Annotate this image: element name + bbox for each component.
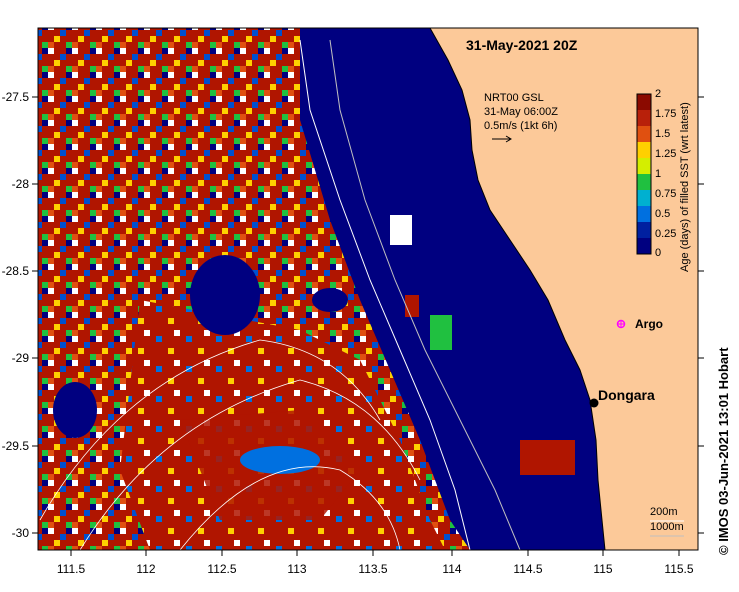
isobath-legend-200m: 200m	[650, 506, 678, 518]
current-legend-line3: 0.5m/s (1kt 6h)	[484, 120, 557, 132]
x-tick-label: 112	[136, 562, 155, 576]
x-tick-label: 115	[593, 562, 612, 576]
isobath-200m	[299, 39, 471, 550]
y-tick-label: -30	[12, 526, 30, 540]
y-tick-label: -28.5	[2, 264, 30, 278]
colorbar: 2 1.75 1.5 1.25 1 0.75 0.5 0.25 0 Age (d…	[636, 88, 691, 272]
y-tick-label: -28	[12, 177, 30, 191]
x-tick-label: 111.5	[57, 562, 86, 576]
x-tick-label: 112.5	[207, 562, 236, 576]
credit-text: © IMOS 03-Jun-2021 13:01 Hobart	[716, 347, 731, 555]
y-tick-label: -29.5	[2, 439, 30, 453]
x-tick-label: 114	[442, 562, 461, 576]
map-title: 31-May-2021 20Z	[466, 37, 578, 53]
x-tick-label: 113	[287, 562, 306, 576]
land-mass	[430, 28, 698, 550]
colorbar-label: Age (days) of filled SST (wrt latest)	[679, 102, 691, 272]
argo-marker: Argo	[616, 317, 663, 331]
isobath-legend: 200m 1000m	[650, 506, 684, 537]
x-tick-label: 113.5	[358, 562, 387, 576]
colorbar-tick: 1.75	[655, 108, 676, 120]
colorbar-tick: 0.5	[655, 208, 670, 220]
y-axis: -27.5 -28 -28.5 -29 -29.5 -30	[2, 90, 704, 540]
colorbar-tick: 0	[655, 247, 661, 259]
colorbar-tick: 0.25	[655, 228, 676, 240]
dongara-marker: Dongara	[589, 387, 655, 408]
dongara-label: Dongara	[598, 387, 655, 403]
current-legend-line2: 31-May 06:00Z	[484, 106, 558, 118]
isobath-legend-1000m: 1000m	[650, 521, 684, 533]
town-dot-icon	[589, 398, 599, 408]
x-axis: 111.5 112 112.5 113 113.5 114 114.5 115 …	[57, 550, 694, 576]
colorbar-tick: 1.5	[655, 128, 670, 140]
x-tick-label: 114.5	[513, 562, 542, 576]
current-legend-line1: NRT00 GSL	[484, 92, 544, 104]
current-legend: NRT00 GSL 31-May 06:00Z 0.5m/s (1kt 6h)	[484, 92, 558, 143]
map-border	[37, 27, 699, 551]
argo-label: Argo	[635, 317, 663, 331]
isobath-1000m	[329, 39, 521, 550]
colorbar-tick: 1	[655, 168, 661, 180]
map-panel	[38, 28, 698, 550]
coastline	[429, 28, 606, 550]
y-tick-label: -27.5	[2, 90, 30, 104]
colorbar-tick: 2	[655, 88, 661, 100]
colorbar-tick: 0.75	[655, 188, 676, 200]
x-tick-label: 115.5	[664, 562, 693, 576]
y-tick-label: -29	[12, 351, 30, 365]
colorbar-tick: 1.25	[655, 148, 676, 160]
